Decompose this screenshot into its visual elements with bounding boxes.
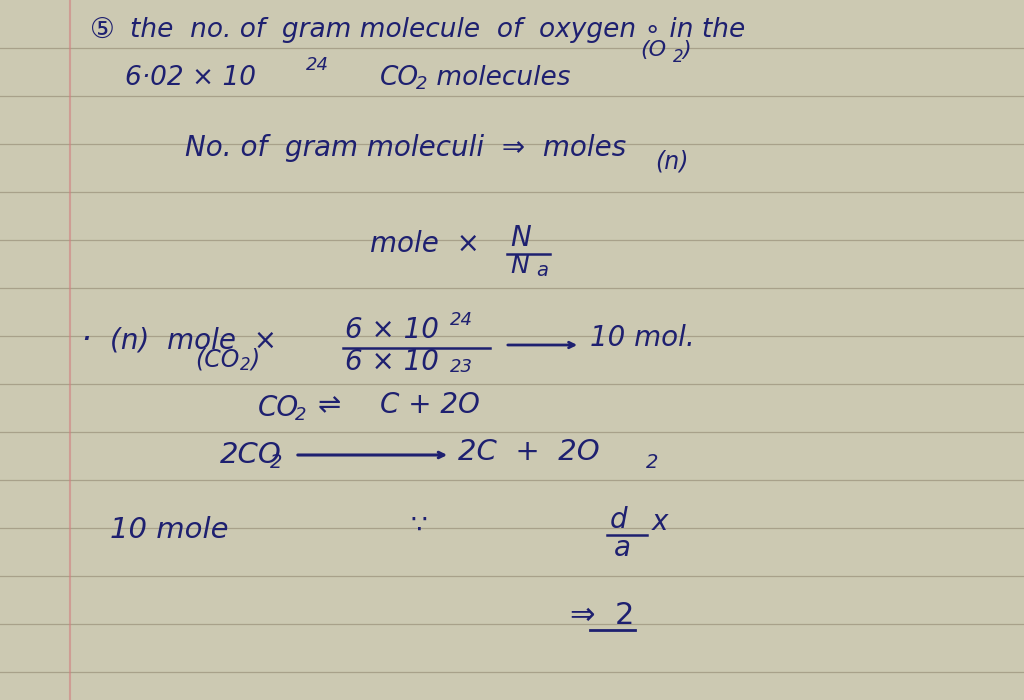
Text: 23: 23 [450,358,473,376]
Text: 2: 2 [295,406,306,424]
Text: 2C  +  2O: 2C + 2O [458,438,600,466]
Text: No. of  gram moleculi  ⇒  moles: No. of gram moleculi ⇒ moles [185,134,627,162]
Text: ): ) [682,40,690,60]
Text: 2CO: 2CO [220,441,282,469]
Text: 2: 2 [270,454,283,473]
Text: (n)  mole  ×: (n) mole × [110,326,278,354]
Text: CO: CO [258,394,299,422]
Text: the  no. of  gram molecule  of  oxygen ∘ in the: the no. of gram molecule of oxygen ∘ in … [130,17,745,43]
Text: a: a [614,534,631,562]
Text: (O: (O [640,40,667,60]
Text: 2: 2 [646,452,658,472]
Text: x: x [652,508,669,536]
Text: ⑤: ⑤ [90,16,115,44]
Text: 6 × 10: 6 × 10 [345,348,439,376]
Text: N: N [510,224,530,252]
Text: 24: 24 [450,311,473,329]
Text: (n): (n) [655,150,688,174]
Text: ⇌: ⇌ [318,391,341,419]
Text: C + 2O: C + 2O [380,391,480,419]
Text: 10 mole: 10 mole [110,516,228,544]
Text: 6 × 10: 6 × 10 [345,316,439,344]
Text: CO: CO [380,65,419,91]
Text: N: N [510,254,528,278]
Text: ⇒  2: ⇒ 2 [570,601,635,629]
Text: mole  ×: mole × [370,230,480,258]
Text: 10 mol.: 10 mol. [590,324,694,352]
Text: ·: · [80,323,91,356]
Text: 6·02 × 10: 6·02 × 10 [125,65,256,91]
Text: d: d [610,506,628,534]
Text: molecules: molecules [428,65,570,91]
Text: 24: 24 [306,56,329,74]
Text: 2: 2 [416,75,427,93]
Text: ): ) [250,348,259,372]
Text: 2: 2 [240,356,251,374]
Text: (CO: (CO [195,348,240,372]
Text: 2: 2 [673,48,684,66]
Text: ∵: ∵ [410,513,427,539]
Text: a: a [536,260,548,279]
